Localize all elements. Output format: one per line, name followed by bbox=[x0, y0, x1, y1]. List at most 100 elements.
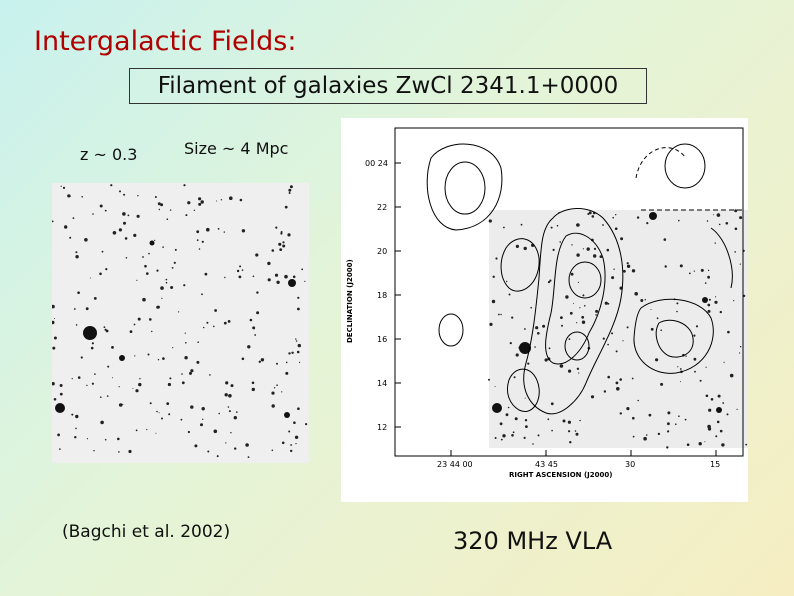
star bbox=[183, 284, 186, 287]
star bbox=[60, 185, 62, 187]
star bbox=[127, 214, 130, 217]
star bbox=[52, 220, 54, 223]
star bbox=[229, 196, 233, 200]
star bbox=[137, 195, 139, 197]
star bbox=[52, 304, 55, 309]
bright-star bbox=[119, 355, 125, 361]
star bbox=[239, 265, 242, 268]
star bbox=[239, 198, 243, 202]
star bbox=[288, 188, 292, 192]
star bbox=[197, 341, 199, 343]
star bbox=[236, 269, 240, 273]
bright-star bbox=[649, 212, 657, 220]
star bbox=[280, 232, 283, 235]
star bbox=[290, 449, 293, 453]
star bbox=[201, 240, 204, 243]
star bbox=[705, 394, 709, 398]
star bbox=[75, 414, 79, 419]
star bbox=[739, 352, 741, 354]
star bbox=[282, 241, 285, 244]
star bbox=[574, 430, 577, 432]
star bbox=[278, 242, 282, 246]
y-tick-label: 18 bbox=[377, 291, 387, 300]
star bbox=[576, 253, 580, 257]
star bbox=[132, 387, 134, 389]
star bbox=[500, 438, 503, 441]
star bbox=[75, 251, 78, 254]
star bbox=[736, 408, 738, 410]
optical-image bbox=[52, 183, 309, 463]
star bbox=[135, 429, 138, 432]
star bbox=[657, 432, 661, 436]
star bbox=[562, 419, 566, 423]
subtitle-box: Filament of galaxies ZwCl 2341.1+0000 bbox=[129, 68, 647, 104]
star bbox=[193, 209, 196, 211]
star bbox=[713, 214, 715, 216]
star bbox=[494, 386, 496, 387]
star bbox=[94, 373, 96, 375]
star bbox=[640, 299, 644, 302]
star bbox=[228, 394, 232, 398]
star bbox=[513, 376, 516, 379]
star bbox=[643, 436, 647, 441]
star bbox=[623, 269, 626, 273]
star bbox=[676, 310, 678, 313]
star bbox=[122, 212, 126, 216]
star bbox=[537, 332, 540, 335]
star bbox=[656, 317, 659, 320]
star bbox=[258, 360, 261, 363]
star bbox=[685, 355, 687, 357]
star bbox=[52, 320, 55, 325]
star bbox=[492, 275, 495, 278]
star bbox=[568, 369, 572, 373]
star bbox=[534, 346, 536, 348]
star bbox=[198, 197, 202, 201]
star bbox=[636, 216, 640, 219]
star bbox=[284, 205, 288, 209]
star bbox=[660, 329, 662, 331]
star bbox=[721, 443, 725, 447]
x-tick-label: 30 bbox=[625, 460, 635, 469]
star bbox=[241, 357, 245, 361]
star bbox=[515, 244, 519, 248]
star bbox=[75, 324, 78, 326]
star bbox=[631, 377, 634, 380]
star bbox=[136, 214, 140, 218]
star bbox=[245, 443, 249, 447]
star bbox=[198, 202, 202, 206]
star bbox=[180, 418, 183, 421]
star bbox=[505, 413, 509, 417]
star bbox=[573, 302, 575, 304]
star bbox=[100, 396, 102, 398]
star bbox=[62, 186, 66, 189]
star bbox=[626, 407, 630, 411]
star bbox=[614, 227, 618, 230]
star bbox=[588, 211, 592, 215]
star bbox=[739, 346, 742, 348]
star bbox=[91, 342, 94, 345]
star bbox=[249, 318, 253, 322]
star bbox=[698, 442, 702, 446]
star bbox=[112, 231, 117, 235]
x-axis-label: RIGHT ASCENSION (J2000) bbox=[509, 471, 612, 479]
star bbox=[133, 323, 136, 326]
star bbox=[80, 356, 83, 359]
star bbox=[537, 434, 540, 437]
star bbox=[160, 286, 164, 290]
star bbox=[550, 226, 553, 229]
star bbox=[93, 450, 95, 452]
star bbox=[86, 438, 88, 440]
star bbox=[157, 202, 161, 206]
star bbox=[667, 422, 670, 426]
star bbox=[189, 371, 192, 375]
star bbox=[648, 413, 652, 417]
star bbox=[201, 407, 205, 411]
redshift-label: z ~ 0.3 bbox=[80, 145, 138, 164]
star bbox=[117, 437, 120, 441]
star bbox=[695, 325, 699, 328]
star bbox=[619, 378, 622, 381]
star bbox=[190, 369, 194, 373]
star bbox=[284, 274, 288, 279]
star bbox=[734, 251, 736, 253]
star bbox=[118, 403, 123, 407]
